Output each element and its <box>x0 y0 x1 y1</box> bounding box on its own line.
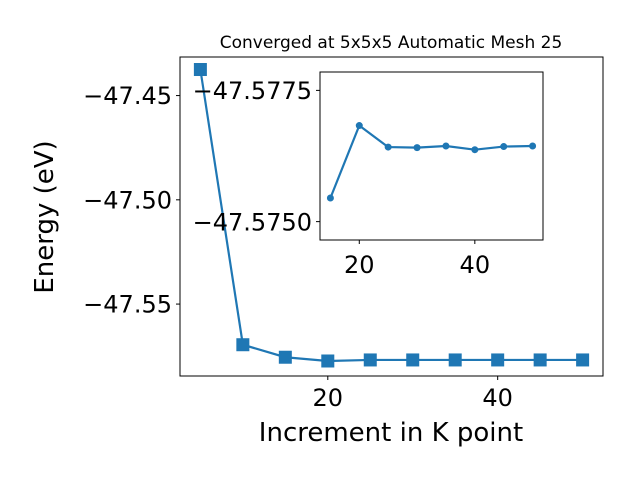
data-point <box>363 353 377 367</box>
chart-title: Converged at 5x5x5 Automatic Mesh 25 <box>220 33 563 53</box>
y-tick-label: −47.5750 <box>193 208 312 236</box>
y-axis-label: Energy (eV) <box>30 140 60 293</box>
y-tick-label: −47.45 <box>83 82 172 110</box>
data-point <box>278 350 292 364</box>
series-line <box>329 123 533 199</box>
inset-series <box>326 122 537 202</box>
inset-background <box>320 72 543 240</box>
data-point <box>442 142 450 150</box>
y-tick-label: −47.55 <box>83 291 172 319</box>
main-axes-frame <box>179 56 604 377</box>
data-point <box>500 143 508 151</box>
data-point <box>491 353 505 367</box>
y-tick-label: −47.50 <box>83 186 172 214</box>
inset-plot: 20 40 −47.5775 −47.5750 <box>193 71 544 279</box>
x-tick-label: 40 <box>460 251 491 279</box>
data-point <box>355 122 363 130</box>
data-point <box>413 144 421 152</box>
main-series <box>193 63 590 368</box>
data-point <box>406 353 420 367</box>
main-ticks: 20 40 −47.45 −47.50 −47.55 <box>83 82 513 412</box>
x-tick-label: 20 <box>313 384 344 412</box>
main-plot: Converged at 5x5x5 Automatic Mesh 25 Inc… <box>30 33 604 448</box>
data-point <box>236 338 250 352</box>
data-point <box>321 354 335 368</box>
inset-ticks: 20 40 −47.5775 −47.5750 <box>193 77 490 279</box>
data-point <box>471 146 479 154</box>
x-tick-label: 20 <box>344 251 375 279</box>
data-point <box>576 353 590 367</box>
data-point <box>448 353 462 367</box>
x-axis-label: Increment in K point <box>259 418 523 448</box>
y-tick-label: −47.5775 <box>193 77 312 105</box>
data-point <box>384 143 392 151</box>
series-line <box>199 69 583 363</box>
x-tick-label: 40 <box>482 384 513 412</box>
data-point <box>193 63 207 77</box>
data-point <box>529 142 537 150</box>
data-point <box>533 353 547 367</box>
inset-axes-frame <box>319 71 544 241</box>
data-point <box>326 194 334 202</box>
